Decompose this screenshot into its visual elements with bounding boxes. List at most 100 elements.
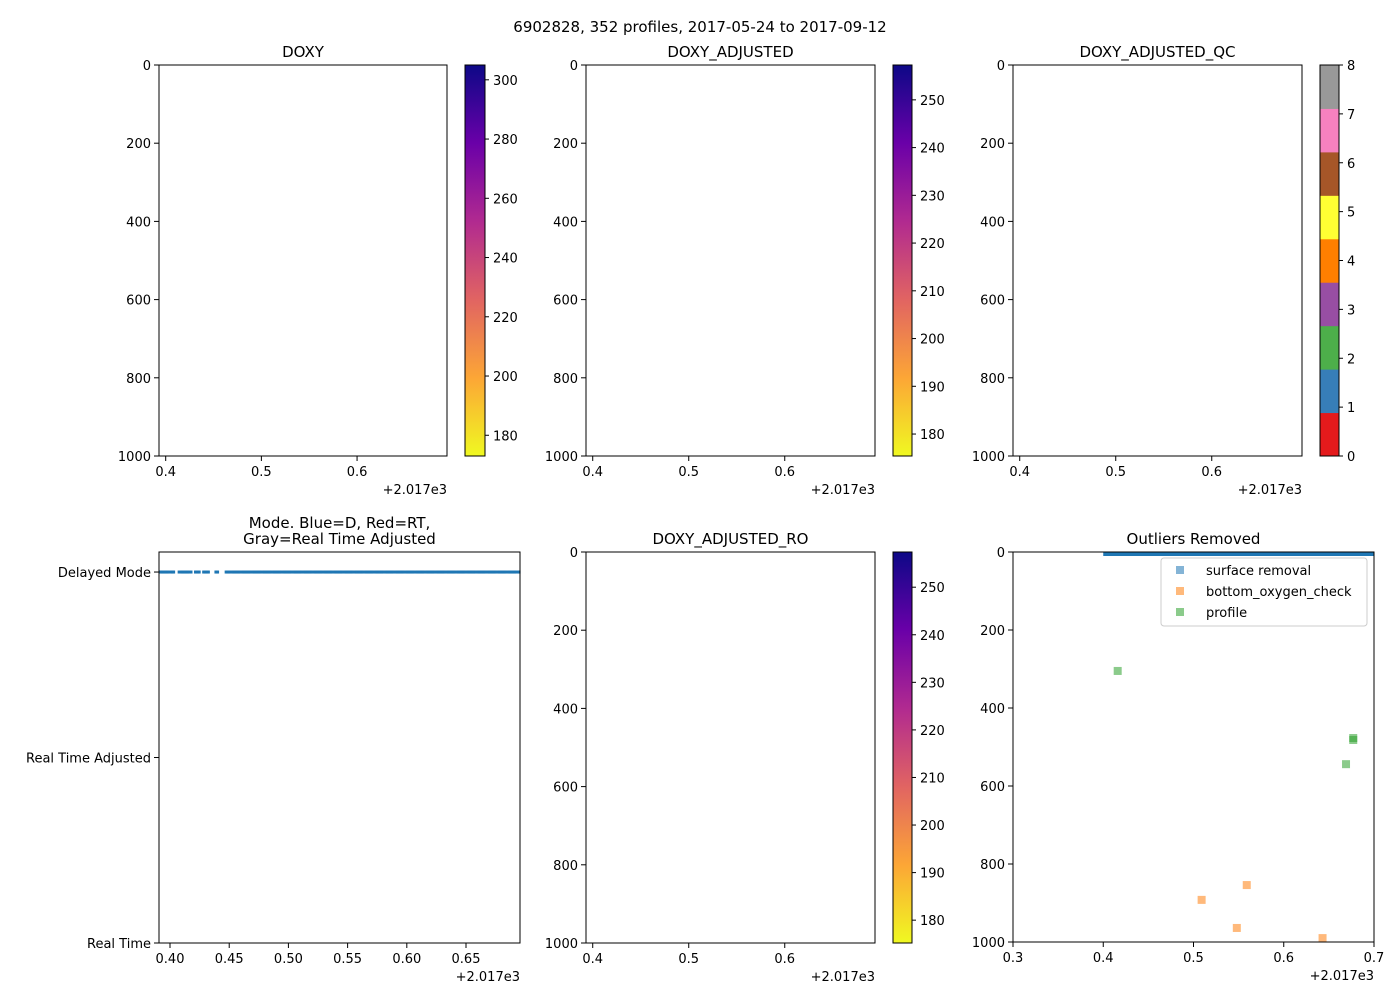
y-tick-label: 1000	[545, 450, 578, 465]
colorbar-tick-label: 180	[920, 428, 945, 443]
panel-3: 0.40 0.45 0.50 0.55 0.60 0.65 +2.017e3 Delayed …	[26, 514, 521, 985]
y-tick-label: Real Time Adjusted	[26, 752, 151, 767]
colorbar-tick-label: 240	[493, 252, 518, 267]
panel-1: 0.4 0.5 0.6 +2.017e3 0 200 400 600 800 1000 DOXY_A…	[545, 43, 945, 498]
x-tick-label: 0.6	[1201, 465, 1222, 480]
x-tick-label: 0.5	[1105, 465, 1126, 480]
mode-point	[341, 570, 344, 574]
mode-point	[422, 570, 426, 574]
y-tick-label: 0	[143, 59, 151, 74]
colorbar-frame	[892, 551, 913, 944]
colorbar-tick-label: 250	[920, 581, 945, 596]
colorbar-tick-label: 200	[920, 819, 945, 834]
y-tick-label: Real Time	[87, 937, 151, 952]
y-tick-label: 400	[553, 215, 578, 230]
colorbar-tick-label: 210	[920, 771, 945, 786]
colorbar-tick-label: 260	[493, 192, 518, 207]
surface-removal-band	[1103, 552, 1374, 556]
colorbar-gradient	[893, 552, 912, 943]
profile-point	[1342, 760, 1351, 769]
x-tick-label: 0.7	[1364, 951, 1385, 966]
colorbar-tick-label: 240	[920, 142, 945, 157]
colorbar-gradient	[893, 65, 912, 456]
y-tick-label: 400	[980, 215, 1005, 230]
bottom-oxygen-check-point	[1197, 895, 1206, 904]
x-offset-text: +2.017e3	[456, 970, 520, 985]
colorbar-tick-label: 190	[920, 867, 945, 882]
axes-frame	[158, 64, 448, 457]
x-tick-label: 0.45	[215, 952, 244, 967]
y-tick-label: 600	[553, 294, 578, 309]
mode-point	[351, 570, 354, 574]
x-tick-label: 0.55	[333, 952, 362, 967]
x-tick-label: 0.4	[155, 465, 176, 480]
y-tick-label: 400	[553, 702, 578, 717]
mode-point	[249, 570, 252, 574]
y-tick-label: 200	[553, 137, 578, 152]
colorbar-segment	[1320, 282, 1339, 327]
x-tick-label: 0.3	[1003, 951, 1024, 966]
mode-point	[290, 570, 293, 574]
x-tick-label: 0.50	[274, 952, 303, 967]
bottom-oxygen-check-point	[1232, 923, 1241, 932]
plot-area	[1013, 65, 1302, 456]
colorbar: 180 200 220 240 260 280 300	[464, 64, 518, 457]
colorbar-segment	[1320, 238, 1339, 283]
mode-point	[504, 570, 508, 574]
y-tick-label: 600	[980, 780, 1005, 795]
mode-point	[433, 570, 436, 574]
colorbar-tick-label: 2	[1347, 352, 1355, 367]
colorbar-tick-label: 240	[920, 629, 945, 644]
profile-point	[1349, 735, 1358, 744]
axes-frame	[158, 551, 521, 944]
colorbar-tick-label: 280	[493, 133, 518, 148]
mode-point	[300, 570, 303, 574]
colorbar-tick-label: 250	[920, 94, 945, 109]
y-tick-label: 1000	[545, 937, 578, 952]
legend-marker	[1176, 608, 1184, 616]
plot-area	[159, 552, 520, 943]
y-tick-label: 0	[570, 59, 578, 74]
mode-point	[514, 570, 518, 574]
x-offset-text: +2.017e3	[1238, 483, 1302, 498]
legend: surface removal bottom_oxygen_checkprofil…	[1160, 557, 1368, 627]
colorbar-segment	[1320, 108, 1339, 153]
colorbar-tick-label: 300	[493, 74, 518, 89]
colorbar-gradient	[465, 65, 485, 456]
y-tick-label: 0	[997, 59, 1005, 74]
mode-point	[310, 570, 314, 574]
y-tick-label: 800	[980, 858, 1005, 873]
x-tick-label: 0.6	[774, 465, 795, 480]
mode-point	[269, 570, 273, 574]
colorbar-tick-label: 220	[920, 237, 945, 252]
x-tick-label: 0.4	[1009, 465, 1030, 480]
colorbar-segment	[1320, 151, 1339, 196]
colorbar-tick-label: 7	[1347, 108, 1355, 123]
legend-marker	[1176, 566, 1184, 574]
legend-label: surface removal	[1206, 564, 1311, 579]
y-tick-label: 200	[980, 137, 1005, 152]
colorbar-segment	[1320, 195, 1339, 240]
mode-point	[189, 570, 193, 574]
mode-point	[259, 570, 263, 574]
mode-point	[361, 570, 365, 574]
y-tick-label: 600	[126, 294, 151, 309]
panel-title: DOXY_ADJUSTED	[667, 43, 793, 62]
colorbar: 180 190 200 210 220 230 240 250	[892, 551, 945, 944]
plot-area	[586, 552, 875, 943]
mode-point	[207, 570, 210, 574]
mode-point	[198, 570, 201, 574]
mode-point	[517, 570, 521, 574]
x-offset-text: +2.017e3	[383, 483, 447, 498]
colorbar-tick-label: 190	[920, 380, 945, 395]
y-tick-label: 0	[570, 546, 578, 561]
mode-point	[484, 570, 487, 574]
colorbar-tick-label: 200	[493, 370, 518, 385]
x-tick-label: 0.5	[251, 465, 272, 480]
mode-point	[412, 570, 416, 574]
mode-point	[402, 570, 406, 574]
x-tick-label: 0.40	[156, 952, 185, 967]
panel-title: DOXY_ADJUSTED_QC	[1079, 43, 1235, 62]
panel-title: DOXY	[282, 43, 325, 61]
x-tick-label: 0.5	[1183, 951, 1204, 966]
